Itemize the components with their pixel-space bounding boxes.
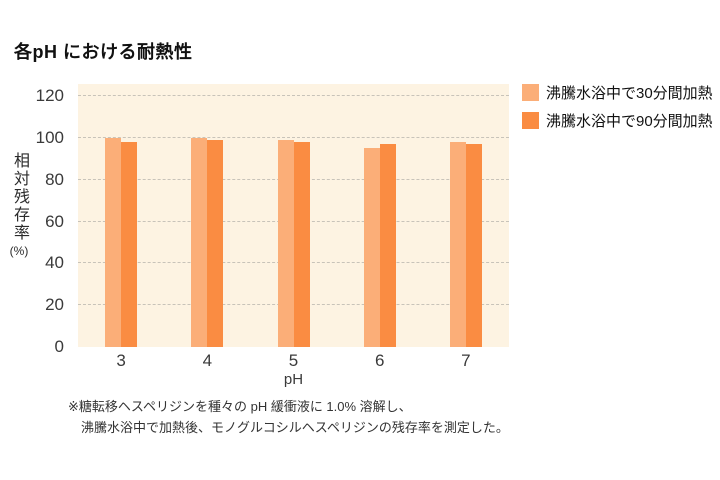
bar-group-ph5	[250, 84, 336, 347]
gridline-120	[78, 95, 509, 96]
x-axis-ticks: 3 4 5 6 7	[78, 351, 509, 371]
bar-ph4-series1	[191, 137, 208, 347]
x-axis-label: pH	[283, 371, 304, 388]
bar-group-ph4	[164, 84, 250, 347]
bar-group-ph7	[423, 84, 509, 347]
y-axis-label: 相対残存率 (%)	[4, 152, 34, 258]
footnote-line-1: ※糖転移ヘスペリジンを種々の pH 緩衝液に 1.0% 溶解し、	[68, 399, 412, 414]
bar-ph6-series1	[363, 148, 380, 347]
page-title: 各pH における耐熱性	[14, 42, 193, 62]
legend: 沸騰水浴中で30分間加熱 沸騰水浴中で90分間加熱	[522, 84, 713, 140]
y-axis-label-unit: (%)	[9, 244, 29, 258]
y-tick-20: 20	[45, 295, 64, 315]
gridline-100	[78, 136, 509, 138]
y-axis-ticks: 0 20 40 60 80 100 120	[0, 84, 70, 356]
legend-swatch-90min	[522, 112, 539, 129]
legend-label-90min: 沸騰水浴中で90分間加熱	[546, 113, 713, 130]
y-tick-40: 40	[45, 253, 64, 273]
y-tick-0: 0	[54, 337, 64, 356]
bar-ph7-series1	[449, 142, 466, 347]
bar-ph3-series2	[121, 142, 138, 347]
legend-item-30min: 沸騰水浴中で30分間加熱	[522, 84, 713, 102]
bar-ph3-series1	[105, 137, 122, 347]
bar-group-ph6	[337, 84, 423, 347]
x-tick-ph5: 5	[288, 351, 299, 370]
x-tick-ph7: 7	[461, 351, 471, 370]
footnote: ※糖転移ヘスペリジンを種々の pH 緩衝液に 1.0% 溶解し、 沸騰水浴中で加…	[68, 396, 509, 438]
legend-label-30min: 沸騰水浴中で30分間加熱	[546, 85, 713, 102]
bar-ph5-series2	[293, 142, 310, 347]
bar-groups	[78, 84, 509, 347]
bar-ph7-series2	[465, 144, 482, 347]
bar-group-ph3	[78, 84, 164, 347]
x-tick-ph6: 6	[374, 351, 385, 370]
legend-item-90min: 沸騰水浴中で90分間加熱	[522, 112, 713, 130]
plot-area	[78, 84, 509, 347]
x-tick-ph3: 3	[116, 351, 126, 370]
y-axis-label-text: 相対残存率	[11, 152, 28, 242]
y-tick-80: 80	[45, 169, 64, 189]
y-tick-120: 120	[35, 86, 64, 105]
bar-ph5-series1	[277, 139, 294, 347]
y-tick-100: 100	[35, 127, 64, 147]
legend-swatch-30min	[522, 84, 539, 101]
x-tick-ph4: 4	[202, 351, 213, 370]
footnote-line-2: 沸騰水浴中で加熱後、モノグルコシルヘスペリジンの残存率を測定した。	[81, 420, 509, 435]
y-tick-60: 60	[45, 211, 64, 231]
bar-ph4-series2	[207, 139, 224, 347]
bar-ph6-series2	[379, 144, 396, 347]
